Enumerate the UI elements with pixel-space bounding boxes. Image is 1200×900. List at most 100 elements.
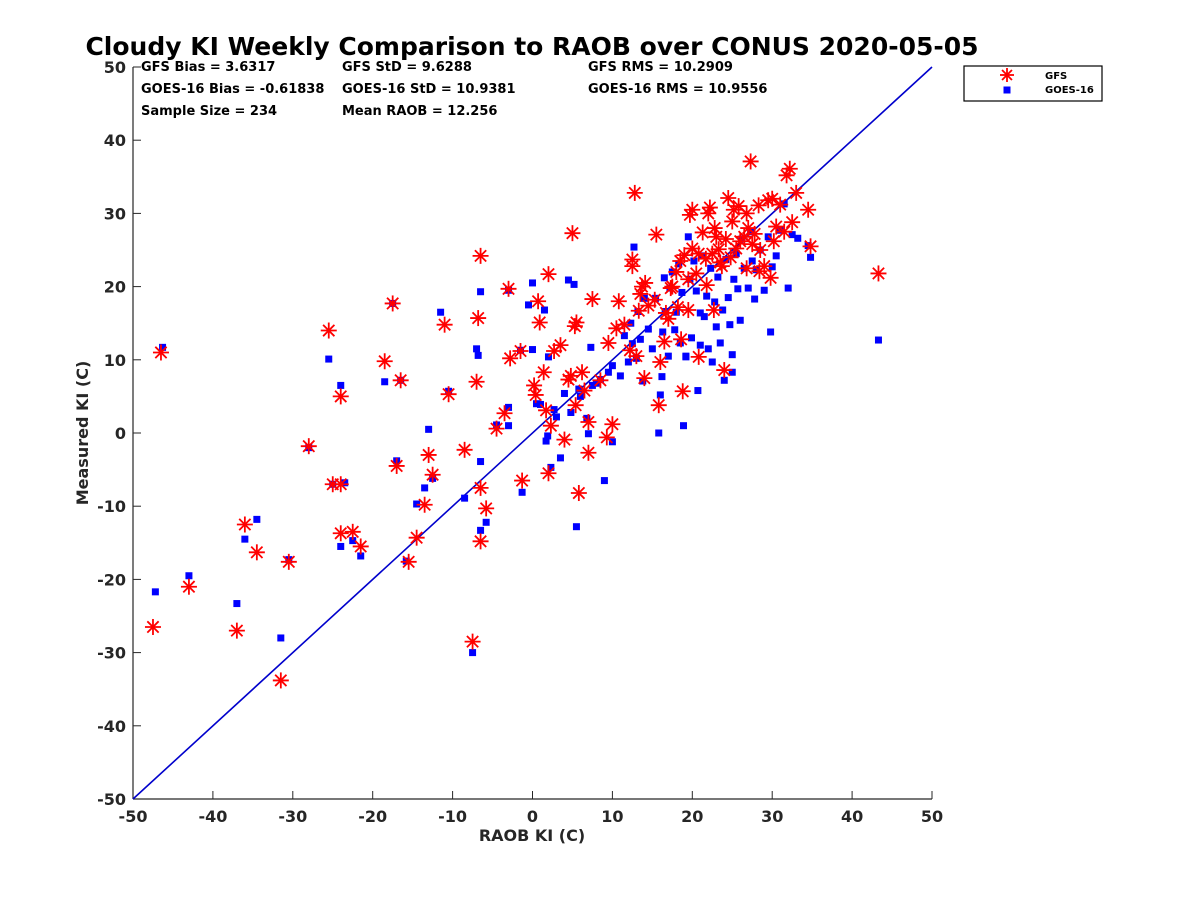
gfs-point bbox=[472, 533, 489, 550]
goes16-point bbox=[752, 266, 760, 274]
goes16-point bbox=[587, 343, 595, 351]
gfs-point bbox=[657, 304, 674, 321]
series-goes-16 bbox=[151, 200, 882, 657]
gfs-point bbox=[300, 438, 317, 455]
gfs-point bbox=[688, 265, 705, 282]
legend-gfs-marker bbox=[1000, 68, 1014, 82]
goes16-point bbox=[349, 537, 357, 545]
gfs-point bbox=[564, 225, 581, 242]
gfs-point bbox=[514, 472, 531, 489]
goes16-point bbox=[627, 319, 635, 327]
stat-sample-size: Sample Size = 234 bbox=[141, 104, 277, 119]
gfs-point bbox=[332, 525, 349, 542]
y-tick-label: 30 bbox=[104, 204, 126, 223]
goes16-point bbox=[536, 400, 544, 408]
gfs-point bbox=[470, 310, 487, 327]
gfs-point bbox=[701, 199, 718, 216]
gfs-point bbox=[648, 226, 665, 243]
gfs-point bbox=[616, 316, 633, 333]
goes16-point bbox=[748, 257, 756, 265]
goes16-point bbox=[675, 260, 683, 268]
goes16-point bbox=[660, 274, 668, 282]
goes16-point bbox=[734, 285, 742, 293]
gfs-point bbox=[488, 420, 505, 437]
goes16-point bbox=[716, 339, 724, 347]
gfs-point bbox=[600, 334, 617, 351]
goes16-point bbox=[630, 243, 638, 251]
goes16-point bbox=[584, 430, 592, 438]
gfs-point bbox=[637, 274, 654, 291]
gfs-point bbox=[538, 402, 555, 419]
gfs-point bbox=[456, 441, 473, 458]
goes16-point bbox=[655, 429, 663, 437]
goes16-point bbox=[567, 409, 575, 417]
goes16-point bbox=[628, 340, 636, 348]
gfs-point bbox=[652, 353, 669, 370]
gfs-point bbox=[580, 444, 597, 461]
chart-title: Cloudy KI Weekly Comparison to RAOB over… bbox=[85, 32, 978, 61]
goes16-point bbox=[357, 552, 365, 560]
stat-goes-std: GOES-16 StD = 10.9381 bbox=[342, 82, 516, 97]
gfs-point bbox=[388, 457, 405, 474]
goes16-point bbox=[703, 292, 711, 300]
series-layer bbox=[144, 153, 887, 689]
gfs-point bbox=[650, 397, 667, 414]
gfs-point bbox=[512, 343, 529, 360]
goes16-point bbox=[624, 358, 632, 366]
gfs-point bbox=[705, 302, 722, 319]
gfs-point bbox=[535, 364, 552, 381]
goes16-point bbox=[788, 231, 796, 239]
goes16-point bbox=[680, 422, 688, 430]
stat-gfs-bias: GFS Bias = 3.6317 bbox=[141, 60, 275, 75]
gfs-point bbox=[698, 277, 715, 294]
goes16-point bbox=[544, 353, 552, 361]
goes16-point bbox=[726, 321, 734, 329]
gfs-point bbox=[765, 233, 782, 250]
goes16-point bbox=[720, 376, 728, 384]
gfs-point bbox=[717, 231, 734, 248]
legend-goes16-label: GOES-16 bbox=[1045, 85, 1094, 96]
gfs-point bbox=[280, 553, 297, 570]
gfs-point bbox=[870, 265, 887, 282]
gfs-point bbox=[690, 245, 707, 262]
goes16-point bbox=[656, 391, 664, 399]
goes16-point bbox=[477, 458, 485, 466]
goes16-point bbox=[525, 301, 533, 309]
goes16-point bbox=[772, 252, 780, 260]
gfs-point bbox=[680, 302, 697, 319]
gfs-point bbox=[568, 314, 585, 331]
goes16-point bbox=[690, 257, 698, 265]
x-tick-label: -30 bbox=[278, 807, 307, 826]
stat-mean-raob: Mean RAOB = 12.256 bbox=[342, 104, 497, 119]
goes16-point bbox=[588, 381, 596, 389]
legend-gfs-label: GFS bbox=[1045, 71, 1067, 82]
goes16-point bbox=[505, 403, 513, 411]
gfs-point bbox=[228, 622, 245, 639]
gfs-point bbox=[752, 242, 769, 258]
goes16-point bbox=[644, 325, 652, 333]
goes16-point bbox=[570, 280, 578, 288]
goes16-point bbox=[473, 345, 481, 353]
goes16-point bbox=[560, 389, 568, 397]
gfs-point bbox=[500, 280, 517, 297]
goes16-point bbox=[337, 542, 345, 550]
goes16-point bbox=[682, 352, 690, 360]
gfs-point bbox=[626, 184, 643, 201]
gfs-point bbox=[464, 633, 481, 650]
y-tick-label: -30 bbox=[97, 644, 126, 663]
stat-goes-rms: GOES-16 RMS = 10.9556 bbox=[588, 82, 767, 97]
gfs-point bbox=[708, 228, 725, 245]
gfs-point bbox=[716, 362, 733, 379]
gfs-point bbox=[556, 431, 573, 448]
gfs-point bbox=[664, 278, 681, 295]
gfs-point bbox=[778, 167, 795, 184]
y-tick-label: 40 bbox=[104, 131, 126, 150]
goes16-point bbox=[547, 463, 555, 471]
goes16-point bbox=[482, 518, 490, 526]
gfs-point bbox=[344, 523, 361, 540]
gfs-point bbox=[712, 254, 729, 271]
gfs-point bbox=[152, 344, 169, 361]
goes16-point bbox=[381, 378, 389, 386]
goes16-point bbox=[692, 287, 700, 295]
gfs-point bbox=[738, 260, 755, 277]
